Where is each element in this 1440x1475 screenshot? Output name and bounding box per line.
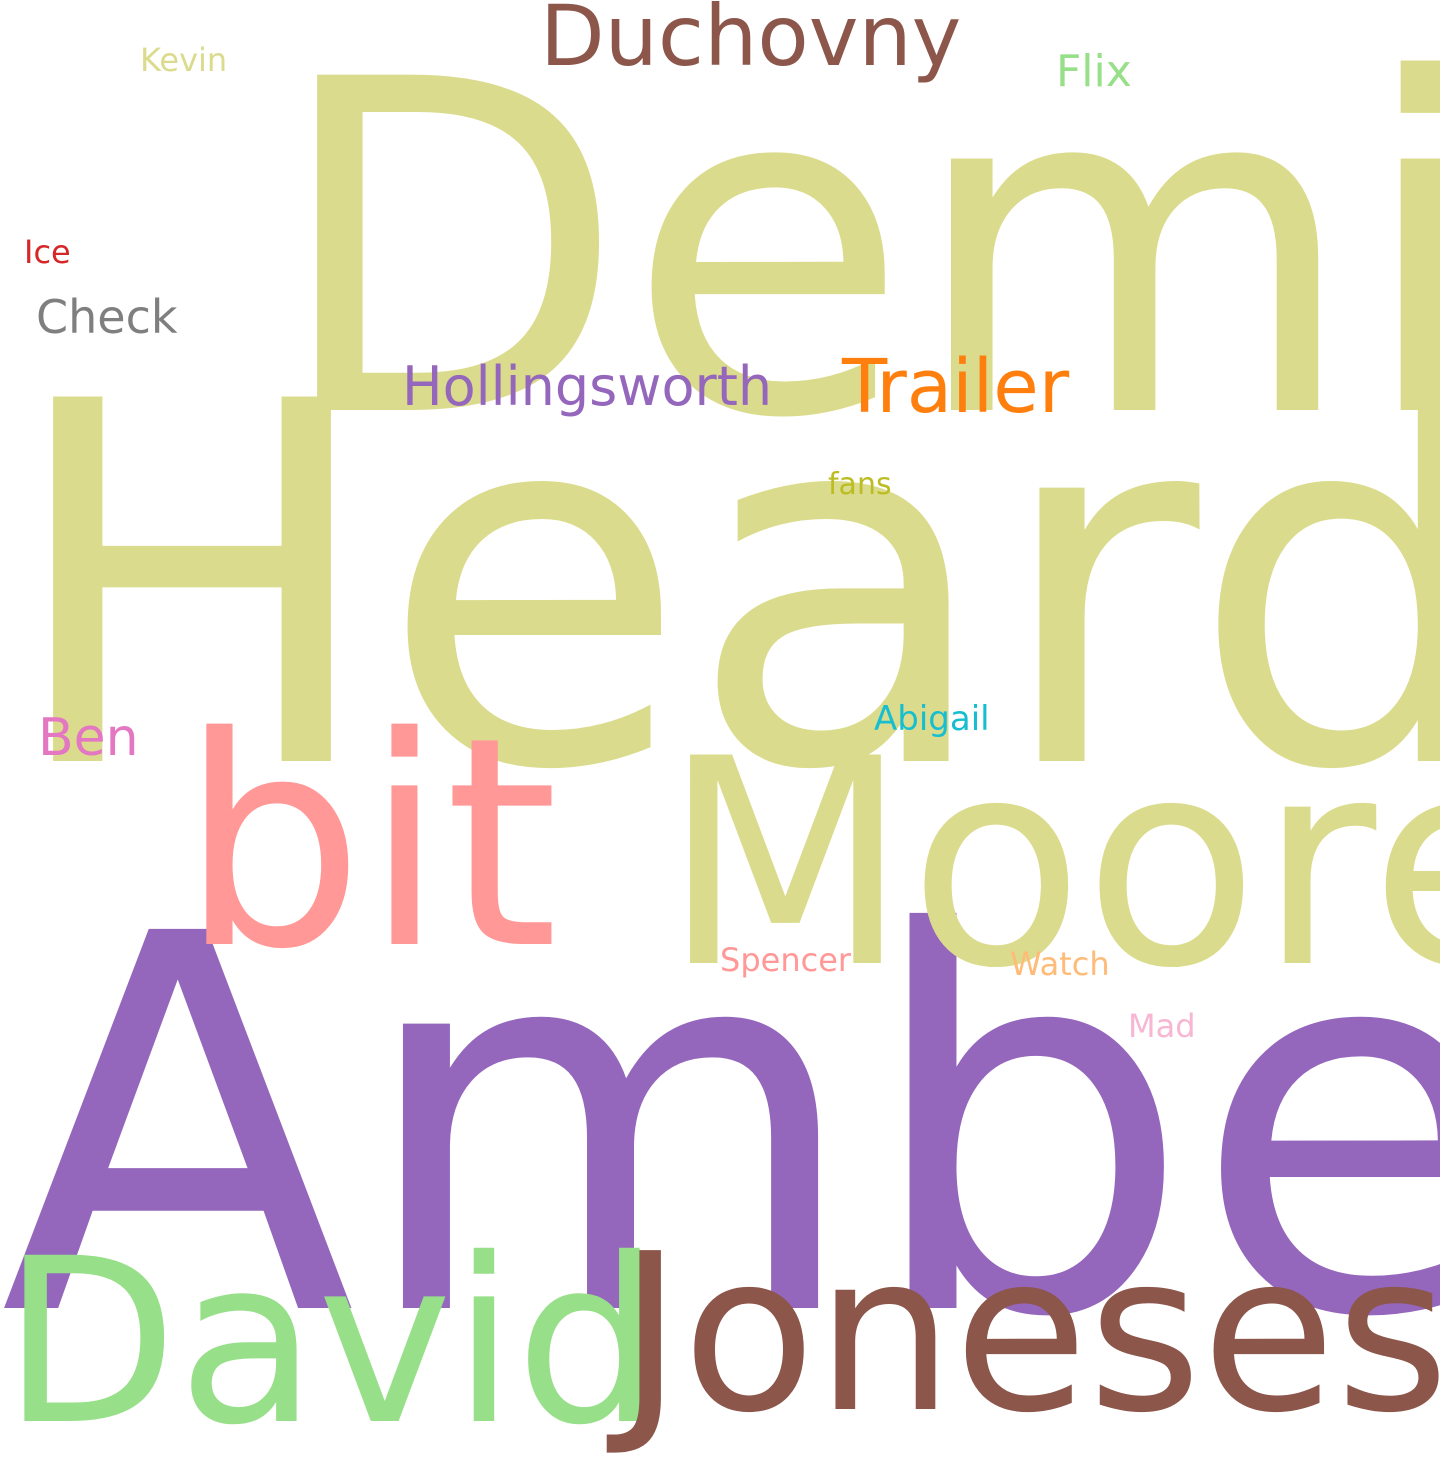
word-heard: Heard — [4, 297, 1440, 879]
word-moore: Moore — [662, 699, 1440, 1031]
word-check: Check — [36, 290, 178, 344]
word-duchovny: Duchovny — [540, 0, 962, 85]
word-fans: fans — [828, 467, 892, 502]
word-bit: bit — [180, 676, 559, 1013]
word-trailer: Trailer — [842, 344, 1070, 430]
word-abigail: Abigail — [874, 699, 990, 739]
word-demi: Demi — [272, 0, 1440, 519]
word-hollingsworth: Hollingsworth — [402, 355, 773, 418]
word-david: David — [2, 1209, 661, 1475]
word-ben: Ben — [38, 708, 139, 768]
word-watch: Watch — [1010, 945, 1110, 983]
word-amber: Amber — [0, 825, 1440, 1431]
word-ice: Ice — [24, 233, 71, 271]
word-flix: Flix — [1056, 46, 1132, 97]
word-kevin: Kevin — [140, 41, 228, 79]
word-spencer: Spencer — [720, 941, 852, 979]
word-joneses: Joneses — [618, 1208, 1440, 1461]
word-mad: Mad — [1128, 1007, 1196, 1045]
